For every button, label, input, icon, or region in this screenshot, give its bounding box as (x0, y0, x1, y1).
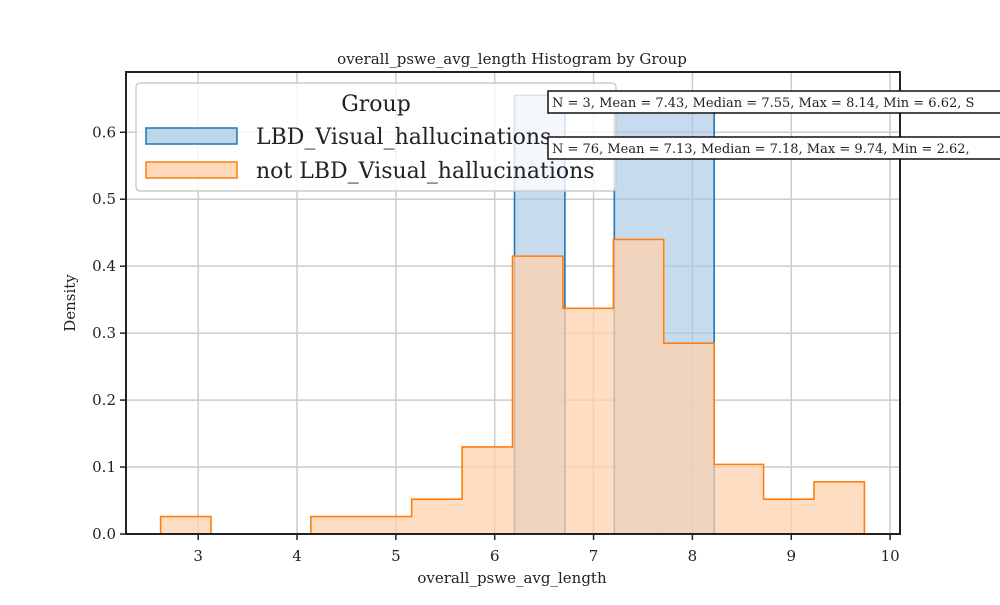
histogram-bar (512, 256, 563, 534)
legend-swatch (145, 127, 238, 145)
chart-title: overall_pswe_avg_length Histogram by Gro… (337, 50, 687, 68)
legend-title: Group (341, 92, 411, 117)
legend-swatch (145, 161, 238, 179)
x-tick-label: 8 (688, 547, 698, 565)
histogram-bar (361, 516, 412, 534)
annotation-text: N = 76, Mean = 7.13, Median = 7.18, Max … (552, 142, 970, 157)
annotation-box (547, 90, 1000, 114)
histogram-bar (663, 343, 715, 534)
y-axis-label: Density (61, 274, 79, 332)
histogram-bar (814, 481, 865, 534)
y-tick-label: 0.0 (92, 525, 116, 543)
x-tick-label: 7 (589, 547, 599, 565)
histogram-bar (160, 516, 212, 534)
histogram-bar (310, 516, 362, 534)
histogram-bar (562, 308, 614, 534)
y-tick-label: 0.2 (92, 391, 116, 409)
x-tick-label: 10 (881, 547, 900, 565)
x-tick-label: 6 (490, 547, 500, 565)
x-tick-label: 3 (193, 547, 203, 565)
histogram-bar (462, 446, 513, 534)
annotations: N = 3, Mean = 7.43, Median = 7.55, Max =… (547, 90, 1000, 160)
series-1 (159, 238, 866, 535)
histogram-bar (714, 464, 764, 534)
histogram-bar (613, 239, 664, 535)
annotation-text: N = 3, Mean = 7.43, Median = 7.55, Max =… (552, 96, 974, 111)
y-tick-label: 0.1 (92, 458, 116, 476)
x-tick-label: 9 (786, 547, 796, 565)
x-tick-label: 4 (292, 547, 302, 565)
y-tick-label: 0.6 (92, 123, 116, 141)
legend-label: LBD_Visual_hallucinations (256, 125, 551, 150)
histogram-bar (763, 499, 814, 534)
x-tick-label: 5 (391, 547, 401, 565)
y-tick-label: 0.3 (92, 324, 116, 342)
y-tick-label: 0.5 (92, 190, 116, 208)
bars-layer (159, 94, 866, 535)
y-tick-label: 0.4 (92, 257, 116, 275)
x-axis-label: overall_pswe_avg_length (417, 569, 607, 587)
legend-label: not LBD_Visual_hallucinations (256, 159, 595, 184)
axes-layer: 3 4 5 6 7 8 9 10 0.0 0.1 0.2 0.3 0.4 0.5 0.6 (92, 71, 901, 565)
histogram-bar (411, 499, 463, 534)
plot-frame (125, 71, 901, 535)
annotation-box (547, 136, 1000, 160)
